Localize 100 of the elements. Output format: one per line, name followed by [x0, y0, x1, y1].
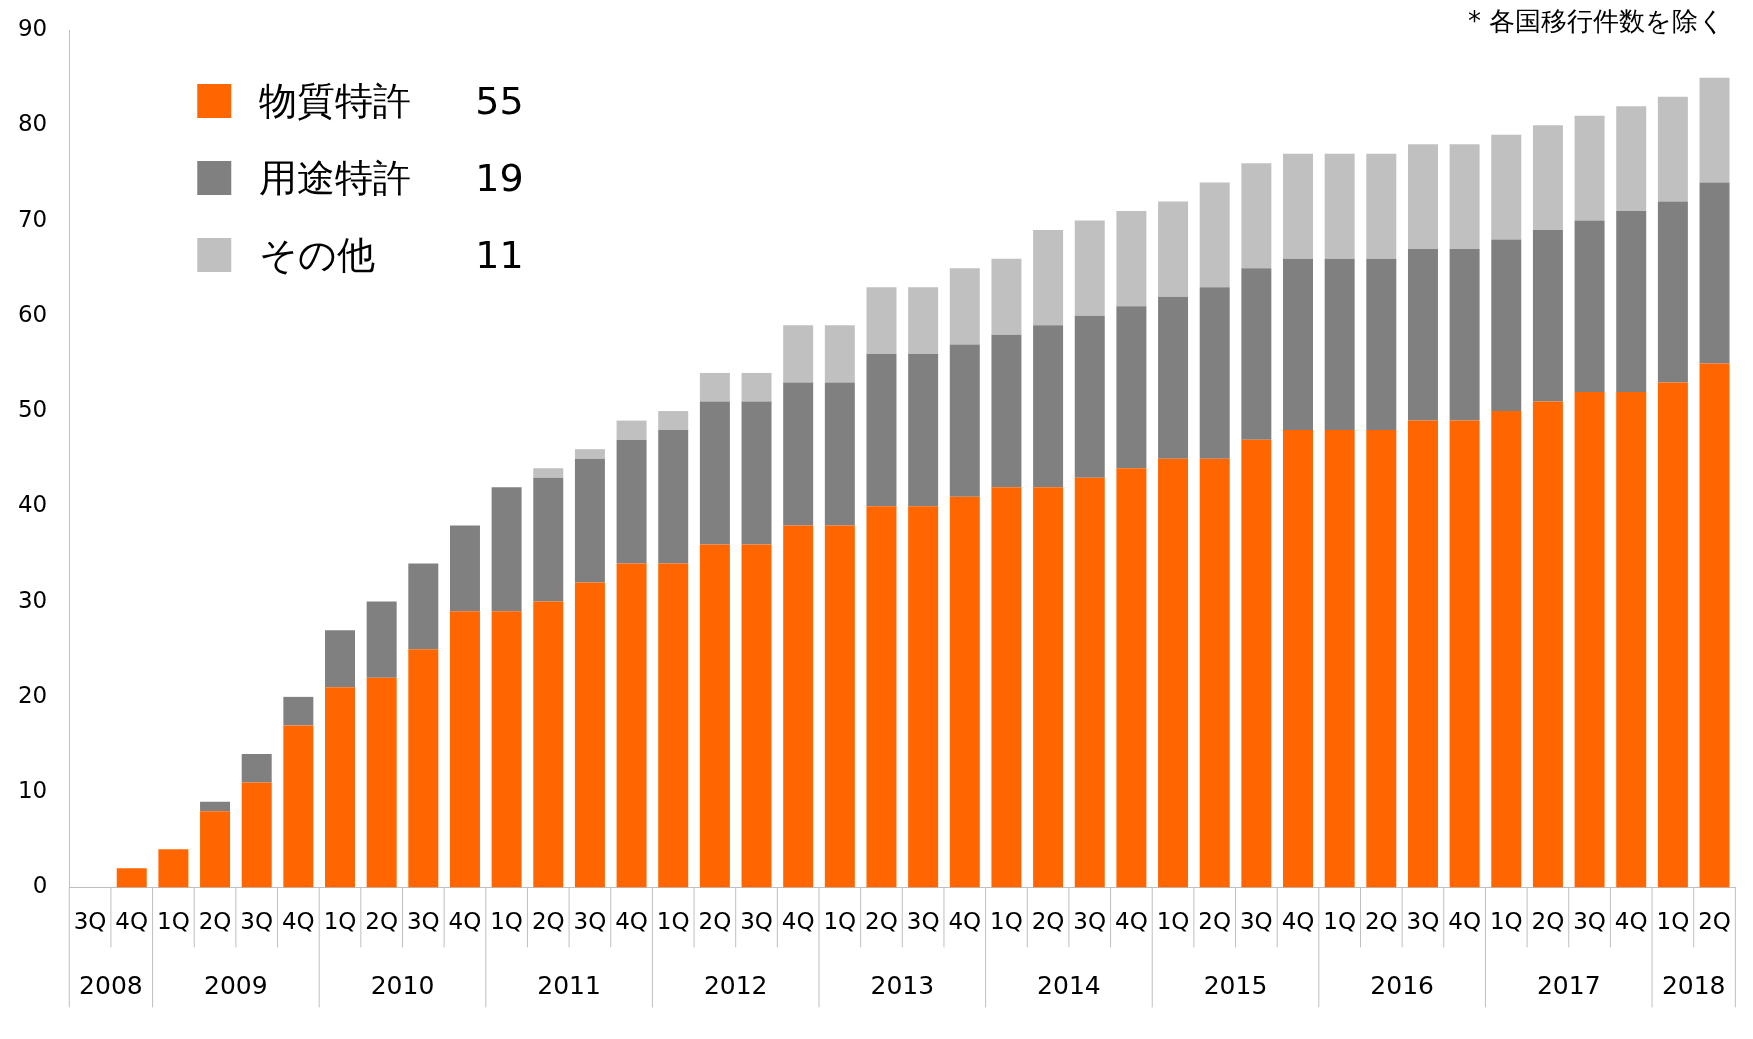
- bar: [574, 582, 605, 888]
- x-tick-label: 4Q: [1448, 908, 1481, 935]
- bar: [991, 487, 1022, 888]
- bar: [1283, 258, 1313, 431]
- bar: [1407, 249, 1438, 421]
- bar: [658, 563, 689, 888]
- bar: [1574, 115, 1605, 221]
- bar: [574, 458, 605, 583]
- x-tick-label: 1Q: [1656, 908, 1690, 935]
- bar: [1491, 239, 1522, 412]
- bar: [866, 287, 897, 354]
- bar: [1449, 249, 1480, 421]
- x-tick-label: 1Q: [656, 908, 690, 935]
- bar: [1616, 392, 1647, 888]
- bar: [908, 287, 939, 354]
- bar: [533, 468, 564, 478]
- bar: [1241, 268, 1272, 440]
- bar: [1407, 144, 1438, 250]
- text: 2009: [204, 970, 268, 1000]
- x-tick-label: 4Q: [281, 908, 315, 935]
- bar: [783, 382, 814, 526]
- x-tick-label: 2Q: [531, 908, 565, 935]
- bar: [1033, 230, 1064, 326]
- bar: [1158, 458, 1189, 888]
- bar: [741, 401, 772, 545]
- bar: [408, 649, 439, 888]
- bar: [1158, 201, 1189, 297]
- x-tick-label: 3Q: [73, 908, 107, 935]
- x-tick-label: 4Q: [115, 908, 149, 935]
- bar: [1324, 430, 1355, 888]
- bar: [1283, 430, 1313, 888]
- bar: [824, 325, 855, 383]
- y-tick-label: 80: [17, 110, 48, 137]
- bar: [1366, 430, 1397, 888]
- x-tick-label: 3Q: [740, 908, 773, 935]
- bar: [533, 601, 564, 888]
- x-tick-label: 2Q: [1364, 908, 1398, 935]
- annotation: * 各国移行件数を除く: [1468, 5, 1726, 36]
- bar: [949, 268, 980, 345]
- bar: [574, 449, 605, 459]
- bar: [658, 430, 689, 564]
- bar: [866, 506, 897, 888]
- bar: [699, 544, 730, 888]
- y-tick-label: 40: [17, 491, 48, 518]
- x-tick-label: 2Q: [1698, 908, 1731, 935]
- bar: [949, 496, 980, 888]
- bar: [616, 563, 647, 888]
- bar: [408, 563, 439, 650]
- bar: [283, 696, 314, 726]
- bar: [325, 687, 355, 888]
- bar: [1657, 96, 1688, 202]
- bar: [1616, 211, 1647, 393]
- bar: [1241, 439, 1272, 888]
- bar: [116, 868, 147, 888]
- bar: [158, 849, 189, 888]
- x-tick-label: 1Q: [1156, 908, 1190, 935]
- text: 2017: [1536, 970, 1601, 1000]
- bar: [1199, 287, 1230, 459]
- bar: [1699, 182, 1730, 364]
- bar: [1532, 230, 1563, 402]
- x-tick-label: 1Q: [990, 908, 1023, 935]
- bar: [741, 372, 772, 402]
- bar: [949, 344, 980, 497]
- y-tick-label: 60: [17, 300, 48, 327]
- bar: [533, 477, 564, 602]
- bar: [783, 325, 814, 383]
- bar: [1449, 420, 1480, 888]
- bar: [1116, 211, 1147, 307]
- bar: [616, 439, 647, 564]
- x-tick-label: 3Q: [1239, 908, 1273, 935]
- bar: [491, 487, 522, 612]
- bar: [1449, 144, 1480, 250]
- x-tick-label: 3Q: [906, 908, 940, 935]
- bar: [1657, 201, 1688, 383]
- x-tick-label: 1Q: [1323, 908, 1357, 935]
- bar: [1158, 296, 1189, 459]
- x-tick-label: 2Q: [1031, 908, 1065, 935]
- annotation: 19: [475, 155, 524, 200]
- bar: [1532, 125, 1563, 231]
- x-tick-label: 3Q: [1073, 908, 1107, 935]
- bar: [449, 611, 480, 888]
- x-tick-label: 4Q: [1115, 908, 1148, 935]
- bar: [1699, 77, 1730, 183]
- bar: [908, 353, 939, 507]
- x-tick-label: 1Q: [823, 908, 857, 935]
- x-tick-label: 3Q: [240, 908, 274, 935]
- bar: [824, 525, 855, 888]
- x-tick-label: 1Q: [490, 908, 523, 935]
- bar: [449, 525, 480, 612]
- bar: [1366, 258, 1397, 431]
- x-tick-label: 3Q: [1406, 908, 1440, 935]
- x-tick-label: 1Q: [157, 908, 190, 935]
- x-tick-label: 4Q: [948, 908, 982, 935]
- x-tick-label: 2Q: [365, 908, 399, 935]
- bar: [991, 334, 1022, 488]
- bar: [1324, 258, 1355, 431]
- bar: [1407, 420, 1438, 888]
- bar: [366, 677, 397, 888]
- y-tick-label: 90: [17, 14, 48, 41]
- x-tick-label: 2Q: [1198, 908, 1232, 935]
